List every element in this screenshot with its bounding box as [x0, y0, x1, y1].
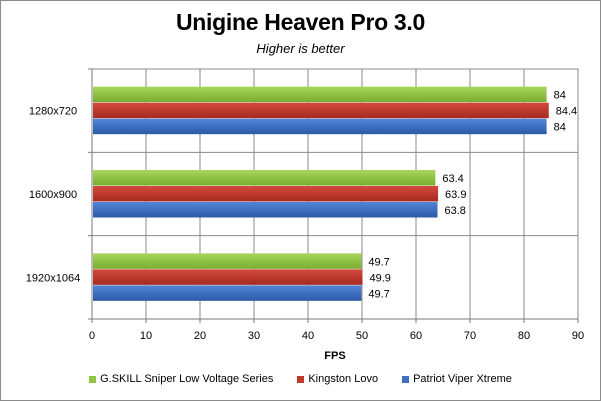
bar: [93, 269, 363, 285]
x-axis-label: FPS: [324, 350, 345, 362]
bar: [93, 202, 438, 218]
x-tick-label: 70: [464, 330, 476, 342]
x-tick-label: 90: [572, 330, 584, 342]
y-category-label: 1920x1064: [26, 272, 80, 284]
data-label: 63.4: [442, 173, 463, 185]
legend-item: G.SKILL Sniper Low Voltage Series: [89, 373, 273, 385]
x-tick-label: 30: [248, 330, 260, 342]
legend-item: Patriot Viper Xtreme: [402, 373, 512, 385]
bar: [93, 170, 436, 186]
bar: [93, 285, 362, 301]
legend-label: Kingston Lovo: [308, 373, 379, 385]
bar: [93, 118, 547, 135]
x-tick-label: 10: [140, 330, 152, 342]
data-label: 84: [554, 90, 566, 102]
legend-swatch: [297, 375, 305, 383]
data-label: 49.7: [368, 256, 389, 268]
legend-item: Kingston Lovo: [297, 373, 378, 385]
y-category-label: 1600x900: [29, 189, 77, 201]
data-label: 49.9: [369, 272, 390, 284]
bar: [93, 186, 439, 202]
x-tick-label: 50: [356, 330, 368, 342]
x-tick-label: 20: [194, 330, 206, 342]
data-label: 84: [554, 122, 566, 134]
legend-label: G.SKILL Sniper Low Voltage Series: [100, 373, 274, 385]
chart-subtitle: Higher is better: [256, 41, 345, 56]
legend-swatch: [89, 375, 97, 383]
data-label: 84.4: [556, 106, 577, 118]
bar: [93, 102, 549, 119]
x-tick-label: 60: [410, 330, 422, 342]
x-tick-label: 40: [302, 330, 314, 342]
legend-label: Patriot Viper Xtreme: [413, 373, 512, 385]
data-label: 63.9: [445, 189, 466, 201]
legend-swatch: [402, 375, 410, 383]
data-label: 49.7: [368, 288, 389, 300]
data-label: 63.8: [445, 205, 466, 217]
bar: [93, 253, 362, 269]
bar: [93, 86, 547, 103]
y-category-label: 1280x720: [29, 106, 77, 118]
x-tick-label: 80: [518, 330, 530, 342]
x-tick-label: 0: [89, 330, 95, 342]
chart-legend: G.SKILL Sniper Low Voltage Series Kingsto…: [0, 373, 601, 385]
chart-title: Unigine Heaven Pro 3.0: [175, 9, 426, 35]
